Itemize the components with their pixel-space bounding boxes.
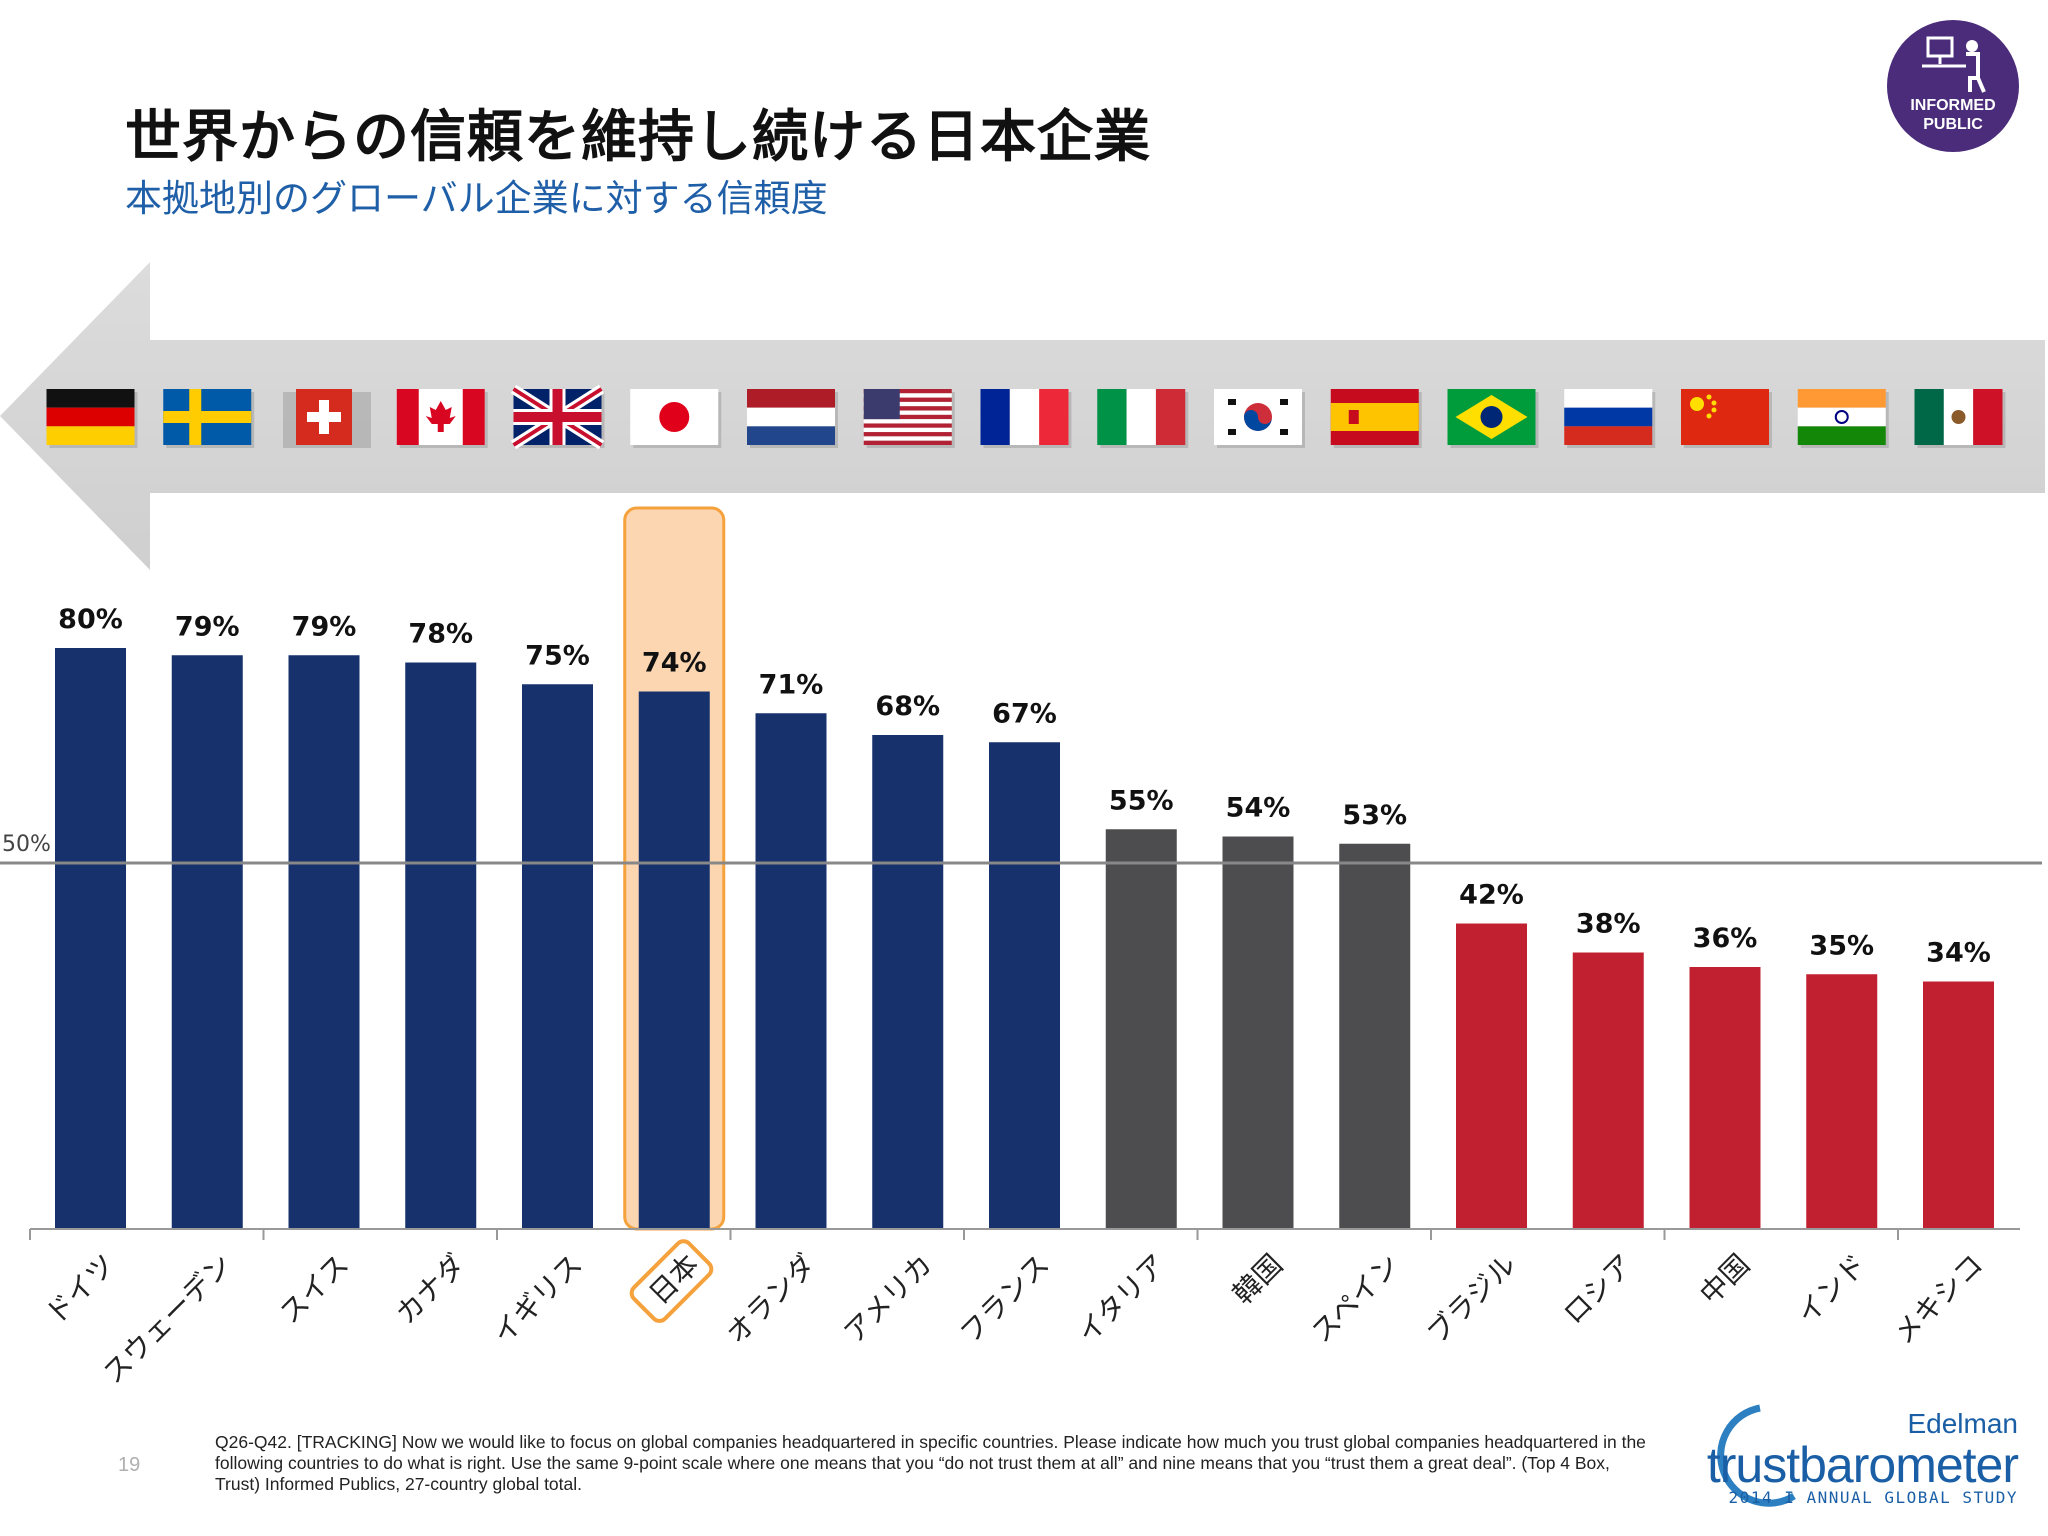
data-label: 55% [1109, 785, 1174, 816]
russia-flag-icon [1564, 389, 1656, 448]
footnote: Q26-Q42. [TRACKING] Now we would like to… [215, 1432, 1646, 1494]
category-tick-label: ドイツ [39, 1248, 122, 1331]
uk-flag-icon [510, 384, 605, 450]
category-tick-label-group: オランダ [720, 1248, 823, 1351]
category-tick-label: ロシア [1557, 1248, 1640, 1331]
data-label: 74% [642, 648, 707, 679]
data-label: 79% [292, 611, 357, 642]
germany-flag-icon [46, 389, 138, 448]
page-subtitle: 本拠地別のグローバル企業に対する信頼度 [125, 177, 828, 220]
korea-flag-icon [1214, 389, 1305, 448]
india-flag-icon [1797, 389, 1889, 448]
data-label: 71% [759, 669, 824, 700]
canada-flag-icon [396, 389, 488, 448]
category-tick-label: スイス [273, 1248, 355, 1330]
category-tick-label: メキシコ [1887, 1248, 1990, 1351]
mexico-flag-icon [1914, 389, 2006, 448]
reference-line-label: 50% [2, 832, 51, 857]
category-tick-label-group: イギリス [486, 1248, 589, 1351]
data-label: 54% [1226, 793, 1291, 824]
category-tick-label: イギリス [486, 1248, 589, 1351]
bar [1105, 829, 1177, 1228]
category-tick-label-group: ロシア [1557, 1248, 1640, 1331]
category-tick-label: スペイン [1305, 1248, 1406, 1349]
brazil-flag-icon [1447, 389, 1539, 448]
edelman-trustbarometer-logo: Edelman trustbarometer 2014 I ANNUAL GLO… [1698, 1400, 2028, 1510]
category-tick-label-group: インド [1790, 1248, 1873, 1331]
bar [1806, 974, 1878, 1228]
category-tick-label: アメリカ [837, 1248, 939, 1350]
bar [288, 655, 360, 1228]
category-tick-label: ブラジル [1421, 1248, 1523, 1350]
category-tick-label: 韓国 [1226, 1248, 1289, 1311]
category-tick-label-group: スペイン [1305, 1248, 1406, 1349]
spain-flag-icon [1330, 389, 1422, 448]
switzerland-flag-icon [283, 389, 371, 448]
netherlands-flag-icon [747, 389, 838, 448]
bar [755, 713, 827, 1228]
category-tick-label-group: 韓国 [1226, 1248, 1289, 1311]
italy-flag-icon [1097, 389, 1189, 448]
data-label: 35% [1809, 930, 1874, 961]
data-label: 80% [58, 604, 123, 635]
bar [522, 684, 593, 1228]
logo-name: trustbarometer [1706, 1437, 2019, 1493]
bar [171, 655, 243, 1228]
category-tick-label-group: イタリア [1071, 1248, 1173, 1350]
category-tick-label: カナダ [389, 1248, 472, 1331]
usa-flag-icon [863, 389, 955, 448]
data-label: 38% [1576, 909, 1641, 940]
bar [872, 735, 944, 1228]
data-label: 67% [992, 698, 1057, 729]
bar [1456, 923, 1527, 1228]
bar [1923, 981, 1994, 1228]
bar [638, 691, 710, 1228]
bar [405, 662, 477, 1228]
japan-flag-icon [630, 389, 722, 448]
bar [1222, 836, 1294, 1228]
china-flag-icon [1681, 389, 1772, 448]
bar [989, 742, 1060, 1228]
category-tick-label: インド [1790, 1248, 1873, 1331]
category-tick-label-group: 中国 [1693, 1248, 1756, 1311]
page-number: 19 [118, 1454, 141, 1476]
category-tick-label-group: スイス [273, 1248, 355, 1330]
page-title: 世界からの信頼を維持し続ける日本企業 [125, 105, 1151, 170]
bar [55, 648, 126, 1228]
category-tick-label-group: ブラジル [1421, 1248, 1523, 1350]
bar [1689, 967, 1761, 1228]
category-tick-label-group: フランス [954, 1248, 1056, 1350]
france-flag-icon [980, 389, 1072, 448]
informed-public-badge: INFORMED PUBLIC [1887, 20, 2019, 152]
category-tick-label: オランダ [720, 1248, 823, 1351]
person-at-desk-icon [1922, 36, 1986, 93]
highlight-label-box [629, 1239, 714, 1323]
data-label: 68% [875, 691, 940, 722]
logo-study: 2014 I ANNUAL GLOBAL STUDY [1728, 1488, 2018, 1507]
category-tick-label-group: 日本 [629, 1239, 714, 1323]
logo-brand: Edelman [1907, 1408, 2018, 1439]
category-tick-label-group: ドイツ [39, 1248, 122, 1331]
category-tick-label-group: メキシコ [1887, 1248, 1990, 1351]
category-tick-label: フランス [954, 1248, 1056, 1350]
data-label: 79% [175, 611, 240, 642]
data-label: 53% [1342, 800, 1407, 831]
data-label: 75% [525, 640, 590, 671]
data-label: 78% [408, 619, 473, 650]
data-label: 36% [1693, 923, 1758, 954]
category-tick-label: 中国 [1693, 1248, 1756, 1311]
badge-line-2: PUBLIC [1923, 116, 1983, 133]
category-tick-label: イタリア [1071, 1248, 1173, 1350]
badge-line-1: INFORMED [1910, 97, 1996, 114]
category-tick-label-group: カナダ [389, 1248, 472, 1331]
logo-swoosh-icon [1717, 1404, 1796, 1507]
category-tick-label-group: アメリカ [837, 1248, 939, 1350]
data-label: 42% [1459, 880, 1524, 911]
data-label: 34% [1926, 938, 1991, 969]
bar [1572, 952, 1644, 1228]
sweden-flag-icon [163, 389, 255, 448]
bar [1339, 843, 1411, 1228]
